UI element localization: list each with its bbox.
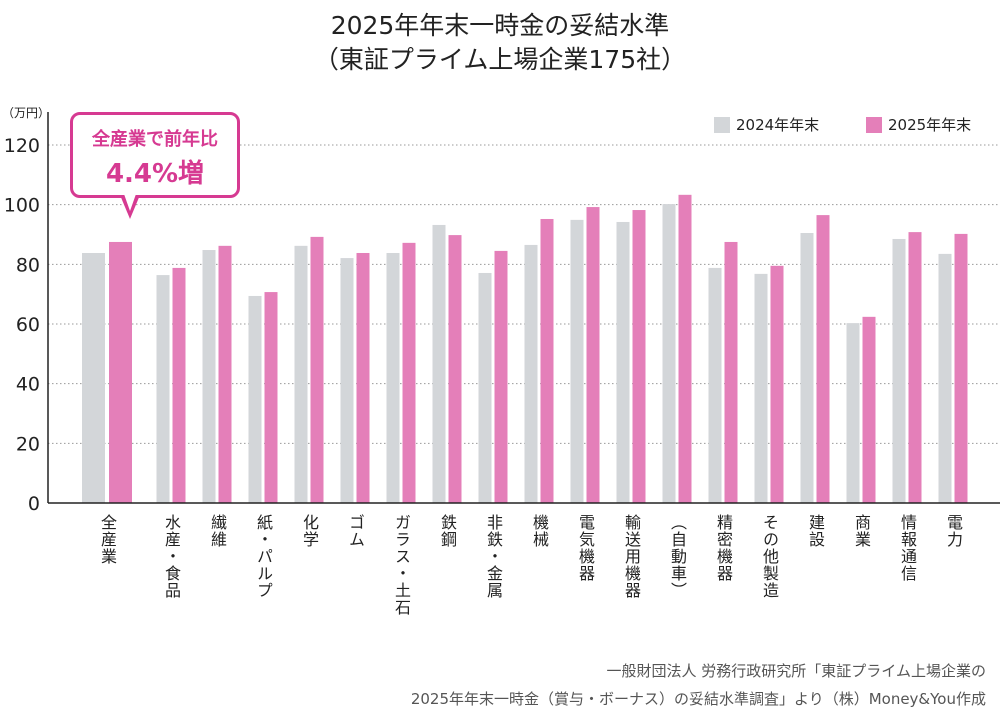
bar-2024: [340, 258, 354, 503]
x-tick-label: 輸送用機器: [622, 514, 641, 599]
callout-tail-inner: [124, 194, 136, 211]
bar-2024: [432, 224, 446, 503]
y-tick-label: 20: [16, 433, 40, 455]
bar-2025: [586, 207, 600, 503]
y-tick-label: 60: [16, 314, 40, 336]
y-tick-label: 120: [4, 135, 40, 157]
bar-2025: [954, 233, 968, 504]
bar-2024: [754, 273, 768, 503]
bar-2024: [524, 244, 538, 504]
source-line2: 2025年年末一時金（賞与・ボーナス）の妥結水準調査」より（株）Money&Yo…: [410, 690, 986, 708]
x-tick-label: その他製造: [760, 514, 779, 599]
bar-2025: [218, 245, 232, 503]
x-tick-label: 建設: [806, 514, 825, 548]
bar-2025: [724, 241, 738, 504]
callout-line2: 4.4%増: [105, 159, 205, 189]
y-tick-label: 40: [16, 374, 40, 396]
callout-annotation: 全産業で前年比 4.4%増: [70, 112, 240, 198]
bar-2025: [816, 215, 830, 503]
bar-2024: [478, 272, 492, 503]
x-tick-label: 紙・パルプ: [254, 514, 273, 599]
bar-2024: [294, 245, 308, 503]
bar-2025: [448, 235, 462, 503]
bar-2024: [616, 221, 630, 503]
x-tick-label: 非鉄・金属: [484, 514, 503, 599]
bar-2025: [356, 252, 370, 503]
x-tick-label: 水産・食品: [162, 514, 181, 599]
bar-2024: [156, 275, 170, 503]
x-tick-label: （自動車）: [668, 514, 687, 599]
bar-2025: [402, 242, 416, 503]
bar-2024: [202, 250, 216, 503]
x-tick-label: 全産業: [98, 514, 117, 565]
x-tick-label: 電力: [944, 514, 963, 548]
chart-title-line2: （東証プライム上場企業175社）: [313, 45, 687, 74]
bar-2025: [109, 241, 132, 504]
y-tick-label: 100: [4, 195, 40, 217]
legend-label-2025: 2025年年末: [888, 116, 972, 134]
x-tick-label: 化学: [300, 514, 319, 548]
bar-2025: [862, 316, 876, 503]
bar-2024: [708, 267, 722, 503]
bar-2024: [386, 252, 400, 503]
bar-2025: [678, 194, 692, 504]
bar-2025: [172, 267, 186, 503]
callout-line1: 全産業で前年比: [92, 129, 218, 150]
legend-item-2024: 2024年年末: [714, 114, 819, 135]
x-tick-label: 機械: [530, 514, 549, 548]
x-tick-label: 鉄鋼: [438, 514, 457, 548]
x-tick-label: 情報通信: [898, 514, 917, 582]
source-line1: 一般財団法人 労務行政研究所「東証プライム上場企業の: [606, 662, 986, 680]
legend-swatch-2024: [714, 116, 730, 133]
bar-2024: [938, 253, 952, 503]
y-tick-label: 80: [16, 254, 40, 276]
bar-2024: [662, 204, 676, 503]
bar-2025: [540, 218, 554, 503]
bar-2025: [770, 265, 784, 503]
x-tick-label: ガラス・土石: [392, 514, 411, 616]
x-tick-label: ゴム: [346, 514, 365, 548]
bar-2025: [908, 232, 922, 503]
bar-2025: [494, 250, 508, 503]
y-axis-unit: （万円）: [2, 106, 51, 120]
legend-label-2024: 2024年年末: [736, 116, 820, 134]
bar-2024: [846, 323, 860, 503]
x-tick-label: 繊維: [208, 514, 227, 548]
bar-2025: [310, 236, 324, 504]
bar-2024: [82, 252, 105, 503]
bar-2024: [570, 219, 584, 504]
y-tick-label: 0: [28, 493, 40, 515]
bar-2024: [248, 295, 262, 503]
legend-item-2025: 2025年年末: [866, 114, 971, 135]
bar-2025: [632, 210, 646, 503]
x-tick-label: 商業: [852, 514, 871, 548]
x-tick-label: 電気機器: [576, 514, 595, 582]
bar-2025: [264, 292, 278, 503]
x-tick-label: 精密機器: [714, 514, 733, 582]
legend-swatch-2025: [866, 116, 882, 133]
bar-2024: [800, 233, 814, 503]
chart-title-line1: 2025年年末一時金の妥結水準: [330, 11, 670, 40]
bar-2024: [892, 238, 906, 503]
